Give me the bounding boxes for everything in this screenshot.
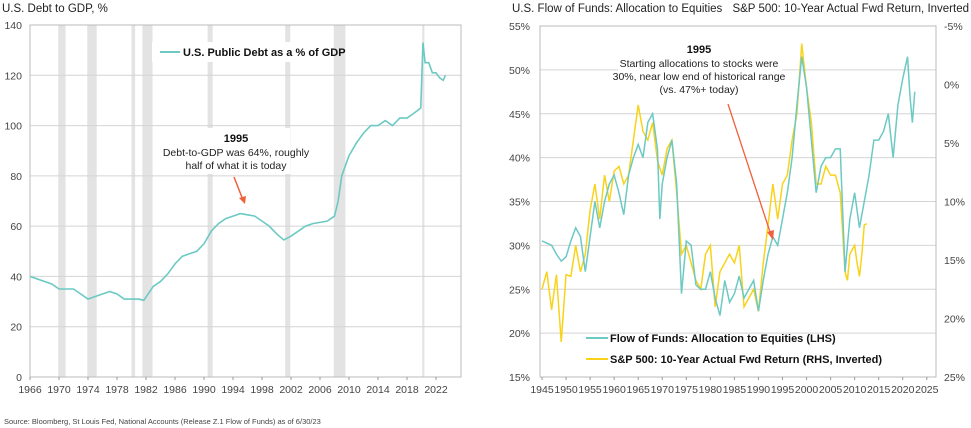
- annotation-arrow: [727, 103, 772, 236]
- x-tick-label: 1945: [530, 384, 554, 396]
- y-tick-label: 20: [10, 322, 22, 334]
- x-tick-label: 1970: [651, 384, 675, 396]
- y-tick-label: 20%: [509, 328, 530, 340]
- plot-frame: [29, 24, 462, 378]
- recession-band: [422, 25, 425, 377]
- recession-band: [333, 25, 346, 377]
- annotation-arrow: [233, 176, 244, 201]
- x-tick-label: 2025: [915, 384, 939, 396]
- annotation-text: 30%, near low end of historical range: [613, 71, 786, 83]
- x-tick-label: 2002: [279, 384, 303, 396]
- x-tick-label: 1965: [627, 384, 651, 396]
- recession-band: [207, 25, 213, 377]
- y-tick-label: 30%: [509, 240, 530, 252]
- x-tick-label: 1980: [699, 384, 723, 396]
- y-tick-label: 60: [10, 221, 22, 233]
- y2-tick-label: 10%: [944, 197, 965, 209]
- x-tick-label: 1985: [723, 384, 747, 396]
- sp500-fwd-return-line: [541, 43, 868, 342]
- right-axis-title: S&P 500: 10-Year Actual Fwd Return, Inve…: [732, 3, 969, 15]
- x-tick-label: 2014: [366, 384, 390, 396]
- x-tick-label: 1998: [250, 384, 274, 396]
- allocation-to-equities-line: [541, 56, 916, 316]
- annotation-background: [160, 128, 290, 174]
- y-tick-label: 40%: [509, 153, 530, 165]
- recession-band: [87, 25, 97, 377]
- x-tick-label: 2000: [795, 384, 819, 396]
- annotation-text: (vs. 47%+ today): [659, 84, 738, 96]
- legend-box: [152, 42, 322, 62]
- x-tick-label: 1950: [554, 384, 578, 396]
- x-tick-label: 1955: [578, 384, 602, 396]
- x-tick-label: 1966: [18, 384, 42, 396]
- annotation-text: Starting allocations to stocks were: [620, 58, 779, 70]
- y-tick-label: 40: [10, 271, 22, 283]
- annotation-text: half of what it is today: [186, 160, 288, 172]
- x-tick-label: 1990: [192, 384, 216, 396]
- debt-to-gdp-line: [29, 42, 447, 302]
- annotation-background: [618, 40, 782, 98]
- x-tick-label: 1990: [747, 384, 771, 396]
- y2-tick-label: 20%: [944, 314, 965, 326]
- x-tick-label: 2015: [867, 384, 891, 396]
- y-tick-label: 25%: [509, 284, 530, 296]
- x-tick-label: 1978: [105, 384, 129, 396]
- x-tick-label: 2018: [395, 384, 419, 396]
- x-tick-label: 1975: [675, 384, 699, 396]
- x-tick-label: 1994: [221, 384, 245, 396]
- y-tick-label: 120: [4, 70, 22, 82]
- x-tick-label: 2010: [337, 384, 361, 396]
- right-chart: 15% 20% 25% 30% 35% 40% 45% 50% 55% 25% 20% 15% 10% 5…: [509, 21, 965, 396]
- legend-label: U.S. Public Debt as a % of GDP: [183, 47, 346, 59]
- legend-label: S&P 500: 10-Year Actual Fwd Return (RHS,…: [610, 354, 882, 366]
- y2-tick-label: -5%: [944, 21, 963, 33]
- left-chart: 0 20 40 60 80 100 120 140 1966 1970 1974 1978 1982 19…: [4, 20, 462, 396]
- x-tick-label: 1982: [134, 384, 158, 396]
- x-tick-label: 2006: [308, 384, 332, 396]
- x-tick-label: 1986: [163, 384, 187, 396]
- x-tick-label: 2022: [424, 384, 448, 396]
- x-tick-label: 1970: [47, 384, 71, 396]
- y-tick-label: 100: [4, 121, 22, 133]
- y2-tick-label: 5%: [944, 138, 959, 150]
- annotation-text: Debt-to-GDP was 64%, roughly: [163, 147, 310, 159]
- y2-tick-label: 25%: [944, 372, 965, 384]
- y-tick-label: 55%: [509, 21, 530, 33]
- x-tick-label: 1960: [602, 384, 626, 396]
- legend-label: Flow of Funds: Allocation to Equities (L…: [610, 333, 836, 345]
- left-chart-title: U.S. Debt to GDP, %: [2, 3, 108, 15]
- x-tick-label: 2005: [819, 384, 843, 396]
- arrowhead-icon: [239, 196, 246, 204]
- recession-band: [131, 25, 136, 377]
- annotation-title: 1995: [687, 44, 711, 56]
- arrowhead-icon: [767, 230, 774, 240]
- x-tick-label: 1974: [76, 384, 100, 396]
- y-tick-label: 50%: [509, 65, 530, 77]
- annotation-title: 1995: [224, 133, 248, 145]
- y-tick-label: 80: [10, 171, 22, 183]
- x-tick-label: 2010: [843, 384, 867, 396]
- right-chart-title: U.S. Flow of Funds: Allocation to Equiti…: [512, 3, 723, 15]
- y-tick-label: 0: [16, 372, 22, 384]
- y-tick-label: 140: [4, 20, 22, 32]
- y-tick-label: 15%: [509, 372, 530, 384]
- recession-band: [285, 25, 291, 377]
- y-tick-label: 35%: [509, 197, 530, 209]
- recession-band: [58, 25, 66, 377]
- x-tick-label: 2020: [891, 384, 915, 396]
- y-tick-label: 45%: [509, 109, 530, 121]
- source-note: Source: Bloomberg, St Louis Fed, Nationa…: [4, 417, 321, 426]
- recession-band: [142, 25, 153, 377]
- y2-tick-label: 0%: [944, 80, 959, 92]
- y2-tick-label: 15%: [944, 255, 965, 267]
- x-tick-label: 1995: [771, 384, 795, 396]
- plot-frame: [539, 25, 937, 378]
